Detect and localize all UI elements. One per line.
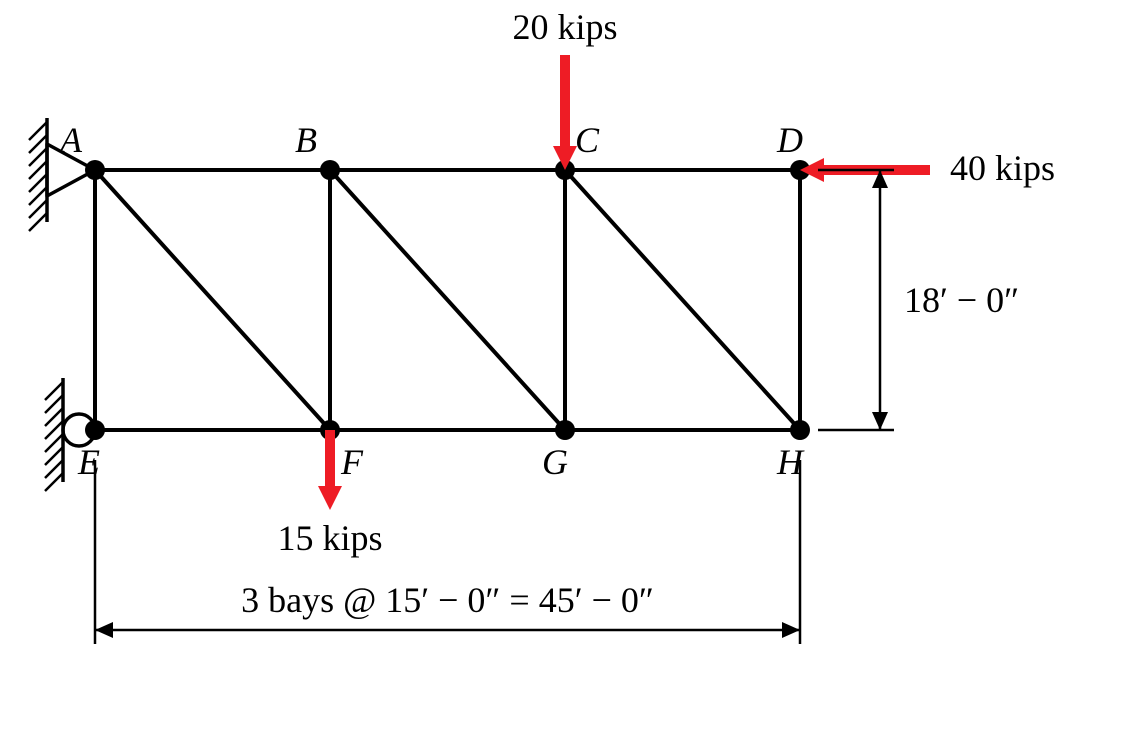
node-label-G: G <box>542 442 568 482</box>
node-H <box>790 420 810 440</box>
load-C-down: 20 kips <box>512 7 617 170</box>
node-label-E: E <box>77 442 100 482</box>
member-AF <box>95 170 330 430</box>
truss-diagram: ABCDEFGH20 kips15 kips40 kips18′ − 0″3 b… <box>0 0 1126 731</box>
dim-height-label: 18′ − 0″ <box>904 280 1019 320</box>
truss-nodes: ABCDEFGH <box>58 120 810 482</box>
load-D-left-label: 40 kips <box>950 148 1055 188</box>
supports <box>29 118 95 491</box>
load-D-left: 40 kips <box>800 148 1055 188</box>
node-label-B: B <box>295 120 317 160</box>
node-B <box>320 160 340 180</box>
member-BG <box>330 170 565 430</box>
node-label-C: C <box>575 120 600 160</box>
dimensions: 18′ − 0″ 3 bays @ 15′ − 0″ = 45′ − 0″ <box>95 170 1019 644</box>
load-F-down: 15 kips <box>277 430 382 558</box>
truss-members <box>95 170 800 430</box>
node-label-F: F <box>340 442 364 482</box>
node-label-A: A <box>58 120 83 160</box>
dim-height: 18′ − 0″ <box>818 170 1019 430</box>
load-C-down-label: 20 kips <box>512 7 617 47</box>
node-E <box>85 420 105 440</box>
member-CH <box>565 170 800 430</box>
dim-width-label: 3 bays @ 15′ − 0″ = 45′ − 0″ <box>241 580 654 620</box>
load-F-down-label: 15 kips <box>277 518 382 558</box>
node-label-D: D <box>776 120 803 160</box>
node-A <box>85 160 105 180</box>
node-G <box>555 420 575 440</box>
dim-width: 3 bays @ 15′ − 0″ = 45′ − 0″ <box>95 460 800 644</box>
